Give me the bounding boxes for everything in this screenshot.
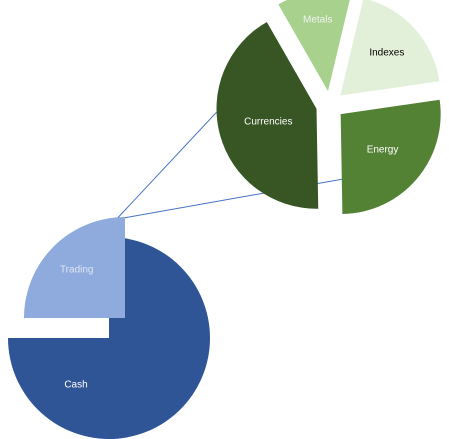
slice-trading [24,217,125,318]
slice-label-energy: Energy [367,144,399,155]
slice-indexes [340,0,440,96]
main-pie [8,217,210,439]
slice-label-indexes: Indexes [369,48,404,59]
slice-currencies [216,21,319,209]
sub-pie [216,0,441,215]
slice-label-trading: Trading [60,264,94,275]
slice-energy [340,99,441,215]
slice-label-metals: Metals [303,15,332,26]
slice-label-cash: Cash [64,380,87,391]
slice-labels: Cash Trading Currencies Metals Indexes Energy [60,15,404,391]
slice-metals [278,0,350,92]
slice-label-currencies: Currencies [244,117,292,128]
slice-cash [8,237,210,439]
